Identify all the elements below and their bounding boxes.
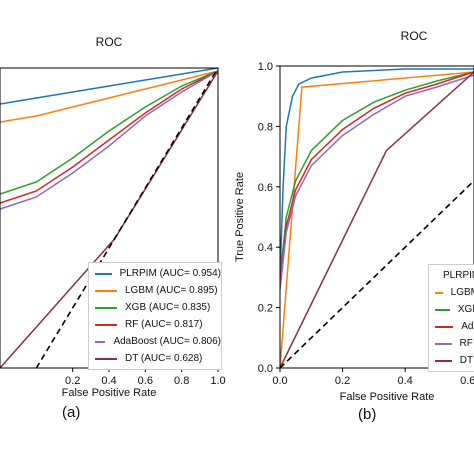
roc-panel-a: 0.2 0.4 0.6 0.8 1.0 ROC False Positive Rate — [0, 35, 226, 399]
y-tick-label: 0.2 — [258, 303, 273, 315]
y-tick-label: 0.4 — [258, 242, 273, 254]
legend-swatch — [95, 357, 117, 360]
legend-label: LGBM (AUC= 0.895) — [125, 285, 218, 296]
y-tick-label: 0.6 — [258, 182, 273, 194]
legend-b: PLRPIM LGBM XGB Ada RF ( DT ( — [428, 264, 474, 372]
legend-entry: LGBM (AUC= 0.895) — [89, 282, 221, 299]
legend-entry: RF ( — [429, 335, 474, 352]
legend-swatch — [95, 306, 117, 309]
legend-label: PLRPIM — [443, 270, 474, 281]
legend-swatch — [95, 323, 117, 326]
chart-title: ROC — [96, 35, 123, 49]
legend-label: RF ( — [459, 338, 474, 349]
series-line-4 — [280, 74, 474, 290]
legend-entry: DT (AUC= 0.628) — [89, 350, 221, 367]
legend-entry: AdaBoost (AUC= 0.806) — [89, 333, 221, 350]
series-line-1 — [280, 71, 474, 368]
series-line-3 — [0, 70, 218, 204]
legend-label: XGB (AUC= 0.835) — [125, 302, 211, 313]
legend-swatch — [435, 325, 454, 328]
caption-b: (b) — [358, 406, 377, 423]
legend-entry: Ada — [429, 318, 474, 335]
x-tick-label: 0.6 — [460, 375, 474, 387]
plot-frame — [279, 65, 474, 369]
legend-label: PLRPIM (AUC= 0.954) — [119, 268, 221, 279]
legend-swatch — [435, 359, 452, 362]
x-axis-label: False Positive Rate — [340, 391, 435, 403]
series-line-2 — [0, 70, 218, 195]
legend-swatch — [95, 272, 112, 275]
x-tick-label: 0.4 — [398, 375, 413, 387]
series-line-0 — [280, 68, 474, 278]
y-tick-label: 0.0 — [258, 363, 273, 375]
series-line-3 — [280, 71, 474, 284]
chance-diagonal-line — [280, 180, 474, 368]
x-tick-label: 0.8 — [174, 375, 189, 387]
legend-label: RF (AUC= 0.817) — [125, 319, 203, 330]
legend-label: XGB — [457, 304, 474, 315]
x-axis-label: False Positive Rate — [62, 387, 157, 399]
roc-panel-b: 0.0 0.2 0.4 0.6 0.0 0.2 0.4 0.6 0.8 1.0 ROC False P… — [234, 29, 474, 403]
legend-label: DT (AUC= 0.628) — [125, 353, 203, 364]
y-axis-label: True Positive Rate — [234, 172, 246, 262]
legend-swatch — [95, 289, 117, 292]
x-tick-label: 0.0 — [272, 375, 287, 387]
x-tick-label: 0.2 — [65, 375, 80, 387]
legend-entry: PLRPIM (AUC= 0.954) — [89, 265, 221, 282]
x-tick-label: 0.2 — [335, 375, 350, 387]
legend-swatch — [435, 308, 450, 311]
legend-label: LGBM — [450, 287, 474, 298]
legend-entry: PLRPIM — [429, 267, 474, 284]
chart-title: ROC — [401, 29, 428, 43]
x-tick-label: 0.6 — [138, 375, 153, 387]
series-line-5 — [280, 71, 474, 368]
legend-label: DT ( — [459, 355, 474, 366]
legend-entry: XGB (AUC= 0.835) — [89, 299, 221, 316]
y-tick-label: 0.8 — [258, 121, 273, 133]
legend-swatch — [435, 342, 452, 345]
series-line-4 — [0, 70, 218, 210]
legend-a: PLRPIM (AUC= 0.954) LGBM (AUC= 0.895) XGB … — [88, 262, 222, 370]
legend-entry: DT ( — [429, 352, 474, 369]
y-tick-label: 1.0 — [258, 61, 273, 73]
legend-label: Ada — [461, 321, 474, 332]
legend-swatch — [435, 291, 443, 294]
series-line-0 — [0, 68, 218, 105]
series-group — [0, 68, 218, 368]
series-line-2 — [280, 71, 474, 278]
legend-entry: XGB — [429, 301, 474, 318]
legend-swatch — [95, 340, 106, 343]
series-line-1 — [0, 70, 218, 123]
chance-diagonal-line — [35, 68, 218, 368]
caption-a: (a) — [62, 404, 81, 421]
legend-label: AdaBoost (AUC= 0.806) — [113, 336, 221, 347]
series-group — [280, 68, 474, 368]
legend-entry: RF (AUC= 0.817) — [89, 316, 221, 333]
legend-entry: LGBM — [429, 284, 474, 301]
x-tick-label: 0.4 — [101, 375, 116, 387]
x-tick-label: 1.0 — [210, 375, 225, 387]
